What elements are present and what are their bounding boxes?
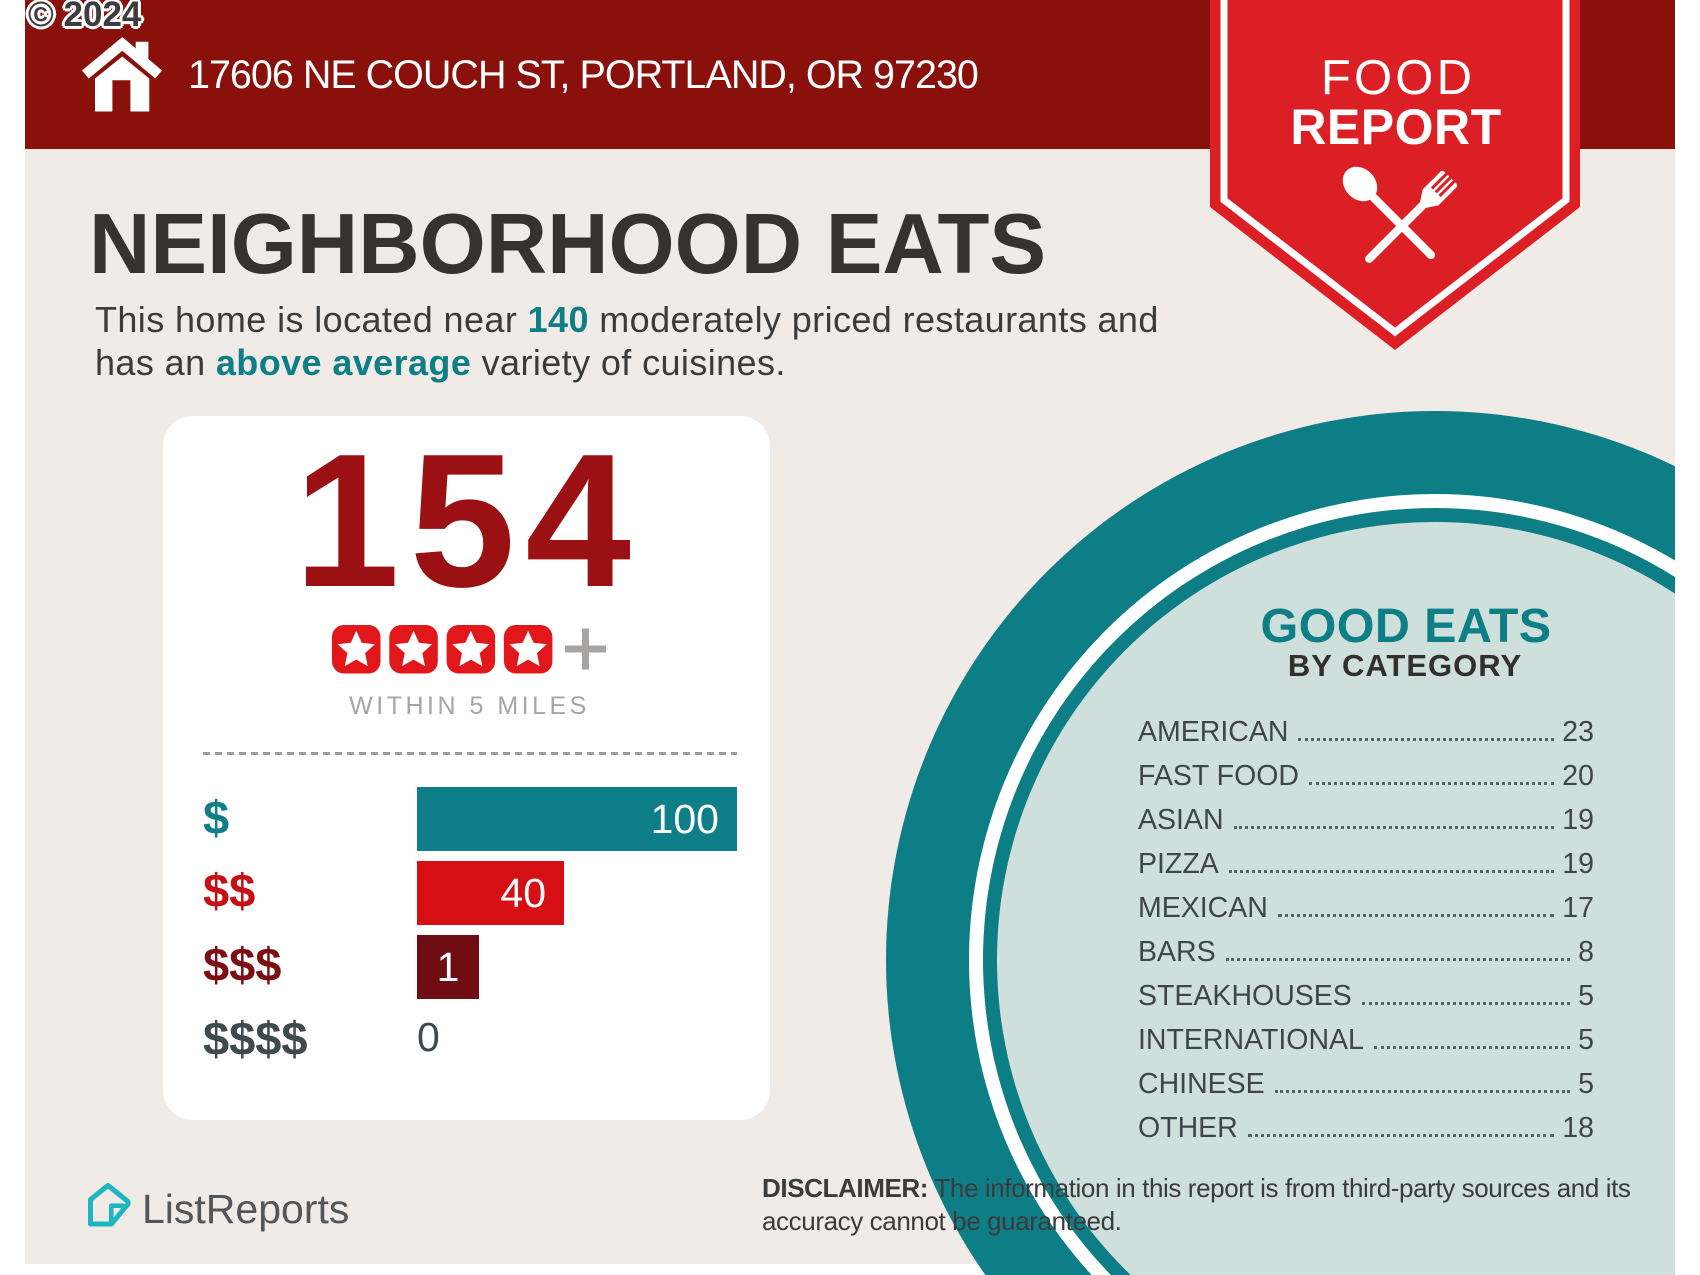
svg-text:FOOD: FOOD bbox=[1321, 51, 1475, 105]
svg-text:REPORT: REPORT bbox=[1290, 99, 1501, 155]
